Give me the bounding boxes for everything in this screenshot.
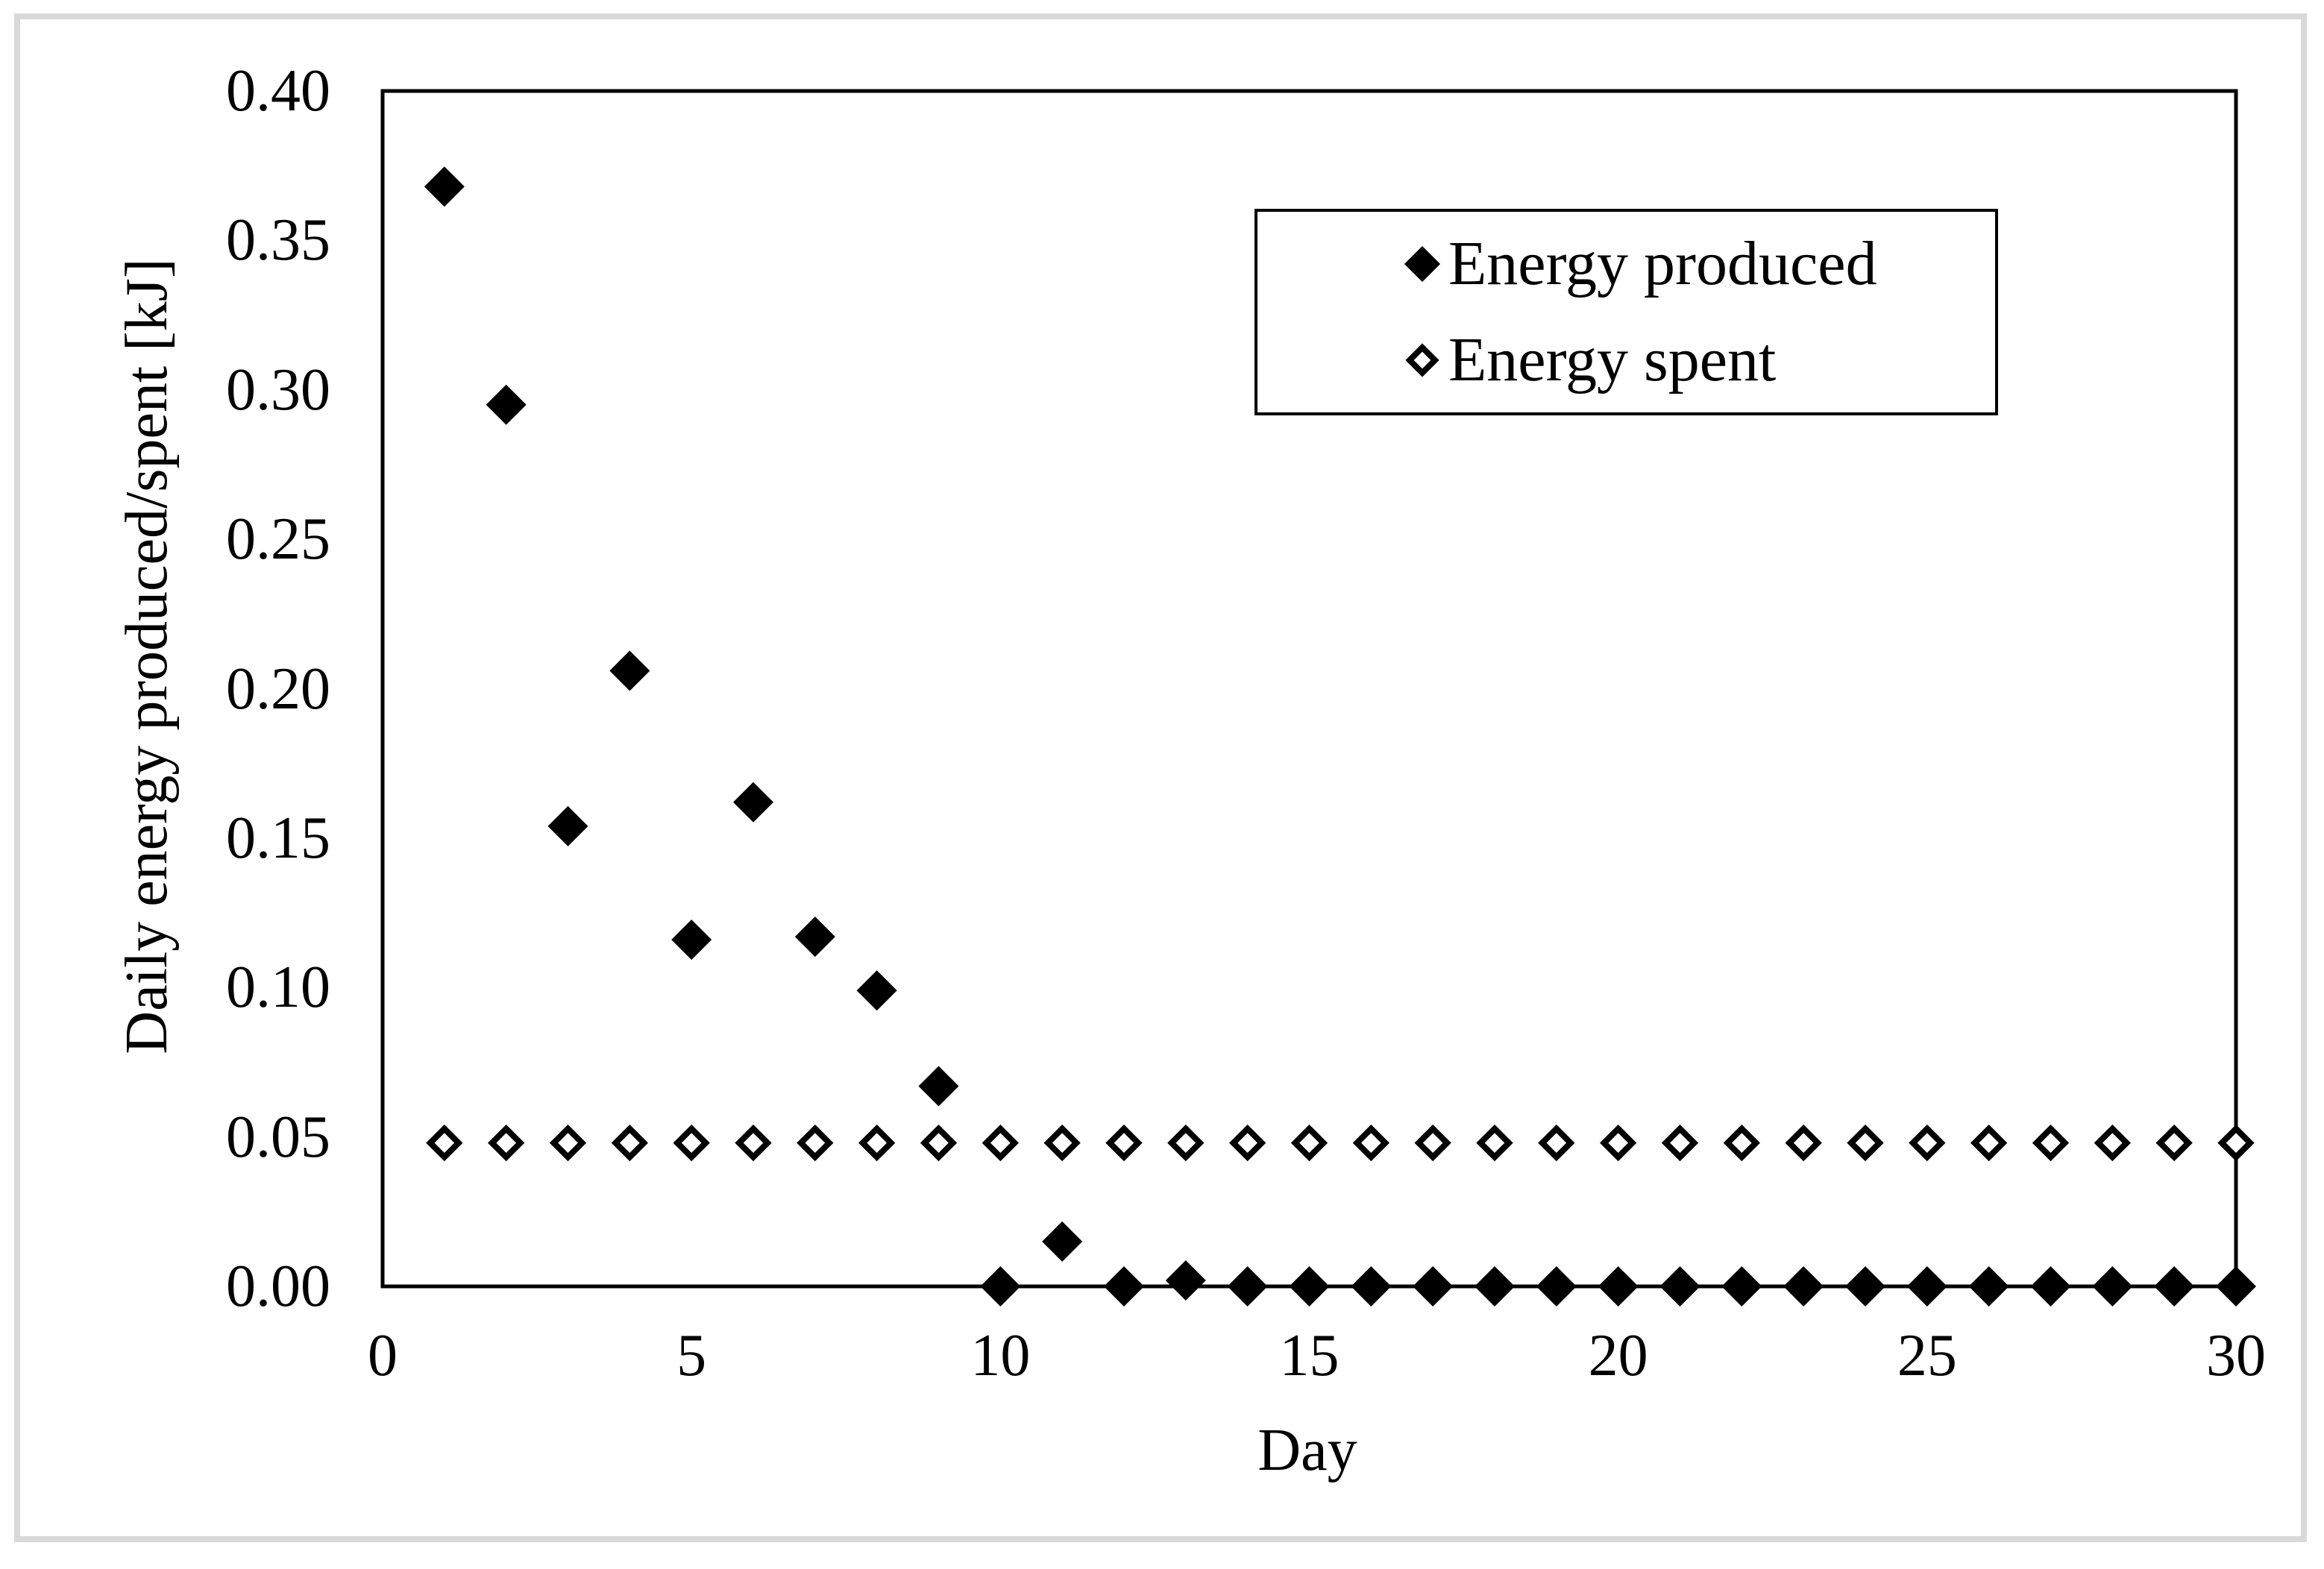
data-point-produced [1413, 1266, 1454, 1307]
y-tick-label: 0.40 [226, 58, 330, 124]
data-point-produced [486, 384, 527, 425]
data-point-spent [2032, 1124, 2070, 1162]
x-tick-label: 0 [368, 1323, 398, 1389]
data-point-produced [794, 916, 835, 958]
data-point-spent [1167, 1124, 1205, 1162]
data-point-spent [1723, 1124, 1760, 1162]
data-point-produced [1536, 1266, 1577, 1307]
open-diamond-icon [1404, 342, 1441, 379]
data-point-produced [856, 970, 897, 1011]
y-axis-title: Daily energy produced/spent [kJ] [114, 258, 180, 1054]
data-point-produced [2092, 1266, 2133, 1307]
y-tick-label: 0.20 [226, 655, 330, 722]
data-point-produced [1968, 1266, 2009, 1307]
data-point-spent [858, 1124, 896, 1162]
data-point-spent [1970, 1124, 2008, 1162]
data-point-produced [1227, 1266, 1268, 1307]
data-point-spent [1909, 1124, 1946, 1162]
data-point-spent [1847, 1124, 1884, 1162]
data-point-produced [1104, 1266, 1144, 1307]
x-tick-label: 20 [1588, 1323, 1648, 1389]
data-point-produced [1783, 1266, 1824, 1307]
open-diamond-icon [1405, 343, 1439, 377]
data-point-spent [2217, 1124, 2255, 1162]
x-axis-title: Day [1257, 1418, 1357, 1483]
data-point-spent [488, 1124, 525, 1162]
x-tick-label: 10 [970, 1323, 1031, 1389]
data-point-spent [1600, 1124, 1637, 1162]
data-point-produced [918, 1066, 959, 1107]
legend-item-label: Energy produced [1448, 228, 1877, 298]
legend-item-label: Energy spent [1448, 325, 1777, 395]
y-tick-label: 0.15 [226, 805, 330, 871]
data-point-spent [1290, 1124, 1328, 1162]
legend: Energy produced Energy spent [1254, 209, 1998, 415]
data-point-spent [1414, 1124, 1451, 1162]
filled-diamond-icon [1404, 245, 1441, 283]
data-point-produced [547, 805, 588, 846]
data-point-spent [920, 1124, 958, 1162]
data-point-spent [1043, 1124, 1081, 1162]
data-point-spent [982, 1124, 1019, 1162]
data-point-spent [1352, 1124, 1389, 1162]
data-point-produced [2030, 1266, 2071, 1307]
data-point-produced [1659, 1266, 1700, 1307]
data-point-spent [549, 1124, 587, 1162]
y-tick-label: 0.30 [226, 356, 330, 423]
data-point-spent [2094, 1124, 2131, 1162]
data-point-produced [2154, 1266, 2195, 1307]
data-point-produced [1598, 1266, 1639, 1307]
data-point-spent [2155, 1124, 2193, 1162]
data-point-spent [1785, 1124, 1822, 1162]
legend-item: Energy produced [1257, 219, 1995, 309]
data-point-spent [1105, 1124, 1143, 1162]
x-tick-label: 5 [676, 1323, 707, 1389]
legend-item: Energy spent [1257, 315, 1995, 405]
data-point-produced [1042, 1221, 1083, 1262]
data-point-spent [797, 1124, 834, 1162]
data-point-produced [1721, 1266, 1762, 1307]
data-point-produced [1165, 1260, 1206, 1301]
data-point-produced [733, 782, 773, 823]
data-point-spent [1661, 1124, 1699, 1162]
data-point-spent [1229, 1124, 1266, 1162]
data-point-produced [1289, 1266, 1330, 1307]
y-tick-label: 0.05 [226, 1104, 330, 1170]
data-point-spent [1476, 1124, 1513, 1162]
filled-diamond-icon [1404, 245, 1441, 282]
data-point-produced [980, 1266, 1021, 1307]
data-point-spent [1538, 1124, 1575, 1162]
x-tick-label: 30 [2206, 1323, 2266, 1389]
x-tick-label: 25 [1897, 1323, 1957, 1389]
data-point-spent [426, 1124, 463, 1162]
data-point-produced [1351, 1266, 1392, 1307]
data-point-produced [1845, 1266, 1885, 1307]
data-point-produced [1906, 1266, 1947, 1307]
data-point-produced [1475, 1266, 1515, 1307]
data-point-spent [611, 1124, 648, 1162]
data-point-produced [609, 650, 650, 691]
y-tick-label: 0.35 [226, 207, 330, 274]
data-point-spent [673, 1124, 710, 1162]
x-tick-label: 15 [1279, 1323, 1340, 1389]
y-tick-label: 0.00 [226, 1254, 330, 1319]
data-point-produced [424, 166, 465, 207]
data-point-produced [671, 919, 712, 960]
data-point-spent [735, 1124, 772, 1162]
y-tick-label: 0.25 [226, 506, 330, 573]
data-point-produced [2216, 1266, 2256, 1307]
y-tick-label: 0.10 [226, 955, 330, 1021]
